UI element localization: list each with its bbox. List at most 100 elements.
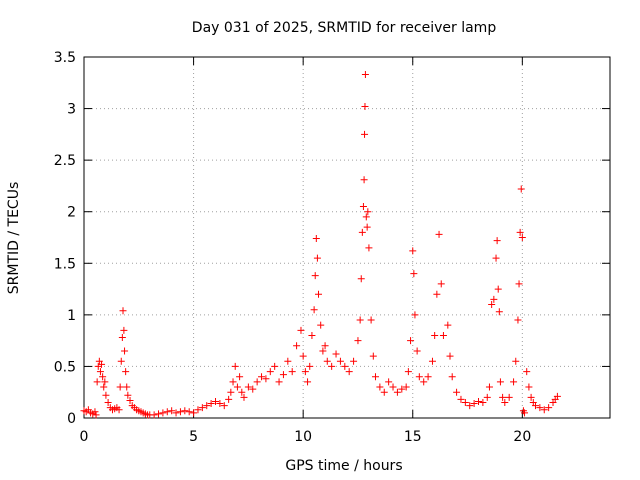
- y-tick-label: 2.5: [54, 153, 76, 169]
- data-point: [490, 295, 498, 303]
- data-point: [361, 71, 369, 79]
- data-point: [98, 360, 106, 368]
- data-point: [312, 235, 320, 243]
- grid-lines: [84, 57, 610, 418]
- y-tick-label: 3.5: [54, 50, 76, 66]
- data-point: [102, 391, 110, 399]
- data-point: [393, 388, 401, 396]
- data-point: [439, 331, 447, 339]
- data-point: [518, 234, 526, 241]
- data-point: [527, 393, 535, 401]
- data-point: [492, 254, 500, 262]
- data-point: [163, 408, 171, 416]
- x-tick-label: 5: [189, 429, 198, 445]
- data-point: [501, 399, 509, 407]
- data-point: [428, 357, 436, 365]
- data-point: [411, 311, 419, 319]
- data-point: [279, 371, 287, 379]
- data-point: [194, 406, 202, 414]
- data-point: [115, 406, 123, 414]
- data-point: [120, 326, 128, 334]
- data-point: [321, 342, 329, 350]
- data-point: [126, 396, 134, 404]
- data-point: [360, 176, 368, 184]
- data-point: [92, 411, 100, 419]
- data-point: [446, 352, 454, 360]
- data-point: [536, 404, 544, 412]
- data-point: [297, 326, 305, 334]
- data-point: [313, 254, 321, 262]
- data-point: [415, 373, 423, 381]
- data-point: [470, 400, 478, 408]
- data-point: [323, 357, 331, 365]
- data-point: [207, 400, 215, 408]
- data-point: [233, 383, 241, 391]
- data-point: [485, 383, 493, 391]
- data-point: [363, 223, 371, 231]
- data-point: [336, 357, 344, 365]
- data-point: [354, 337, 362, 345]
- data-point: [93, 378, 101, 386]
- data-point: [413, 347, 421, 355]
- data-point: [494, 285, 502, 293]
- data-point: [495, 308, 503, 316]
- data-point: [479, 399, 487, 407]
- data-point: [172, 409, 180, 417]
- x-axis-label: GPS time / hours: [285, 458, 402, 474]
- data-point: [515, 280, 523, 288]
- data-point: [376, 383, 384, 391]
- data-point: [227, 388, 235, 396]
- data-point: [262, 375, 270, 383]
- data-point: [420, 378, 428, 386]
- data-point: [117, 357, 125, 365]
- data-point: [345, 368, 353, 376]
- data-point: [118, 334, 126, 342]
- axis-ticks: 0 0.5 1 1.5 2 2.5 3 3.5 0 5 10 15 20: [54, 50, 610, 445]
- chart-title: Day 031 of 2025, SRMTID for receiver lam…: [192, 20, 497, 36]
- data-point: [116, 383, 124, 391]
- data-point: [121, 347, 129, 355]
- data-point: [505, 393, 513, 401]
- y-tick-label: 0.5: [54, 359, 76, 375]
- data-point: [155, 410, 163, 418]
- data-point: [350, 357, 358, 365]
- x-tick-label: 0: [80, 429, 89, 445]
- data-point: [91, 408, 99, 416]
- y-tick-label: 0: [67, 411, 76, 427]
- data-point: [488, 301, 496, 309]
- data-point: [510, 378, 518, 386]
- data-point: [409, 247, 417, 255]
- data-point: [444, 321, 452, 329]
- data-point: [244, 383, 252, 391]
- data-point: [216, 400, 224, 408]
- data-point: [362, 213, 370, 221]
- data-point: [124, 391, 132, 399]
- data-point: [475, 397, 482, 405]
- data-point: [483, 393, 491, 401]
- data-point: [410, 270, 418, 278]
- data-point: [402, 383, 410, 391]
- data-point: [123, 383, 131, 391]
- data-point: [308, 331, 316, 339]
- data-point: [99, 373, 107, 381]
- data-point: [301, 368, 309, 376]
- data-point: [407, 337, 415, 345]
- data-point: [293, 342, 301, 350]
- data-point: [150, 411, 158, 419]
- plot-frame: [83, 56, 611, 419]
- data-point: [181, 407, 189, 415]
- data-point: [304, 378, 312, 386]
- x-tick-label: 20: [513, 429, 531, 445]
- data-point: [310, 306, 318, 314]
- data-point: [545, 404, 553, 412]
- data-point: [122, 368, 130, 376]
- data-point: [203, 402, 211, 410]
- data-point: [159, 409, 167, 417]
- data-point: [185, 408, 193, 416]
- data-point: [315, 290, 323, 298]
- data-point: [398, 385, 406, 393]
- data-point: [328, 362, 336, 370]
- data-point: [220, 402, 228, 410]
- data-point: [100, 383, 108, 391]
- data-point: [361, 130, 369, 138]
